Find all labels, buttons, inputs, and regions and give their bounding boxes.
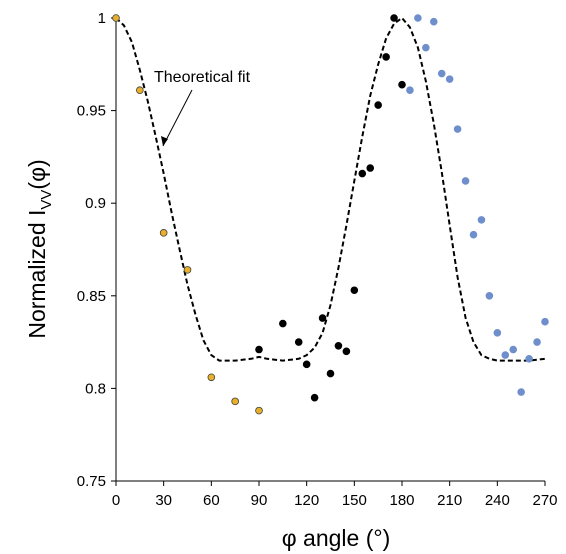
- data-point-series-3: [541, 317, 549, 326]
- plot-area: [115, 18, 545, 482]
- data-point-series-3: [517, 388, 525, 396]
- data-point-series-3: [533, 338, 541, 346]
- y-tick-label: 0.9: [85, 195, 106, 212]
- x-tick-label: 240: [485, 492, 510, 509]
- data-point-series-1: [159, 229, 168, 237]
- data-point-series-3: [445, 75, 454, 83]
- data-point-series-2: [382, 53, 390, 61]
- data-point-series-2: [390, 14, 398, 22]
- y-axis-title-main: Normalized I: [24, 210, 50, 339]
- data-point-series-1: [112, 14, 120, 22]
- x-tick-label: 180: [389, 492, 414, 509]
- data-point-series-1: [183, 266, 192, 274]
- data-point-series-1: [231, 397, 239, 406]
- data-point-series-3: [437, 69, 446, 78]
- data-point-series-2: [326, 369, 335, 378]
- x-tick-label: 0: [112, 492, 120, 509]
- x-tick-label: 270: [532, 492, 557, 509]
- data-point-series-3: [453, 125, 462, 133]
- data-point-series-2: [366, 164, 375, 172]
- fit-annotation-arrow: [162, 89, 193, 147]
- data-point-series-3: [406, 86, 414, 95]
- data-point-series-2: [310, 393, 319, 402]
- x-tick-label: 150: [342, 492, 367, 509]
- fit-annotation-label: Theoretical fit: [154, 69, 251, 86]
- y-tick-label: 0.75: [77, 473, 106, 490]
- theoretical-fit-line: [115, 16, 546, 362]
- data-point-series-1: [136, 86, 144, 95]
- data-point-series-3: [477, 216, 486, 224]
- y-tick-label: 1: [98, 10, 106, 27]
- y-ticks: 0.75 0.8 0.85 0.9 0.95 1: [77, 10, 116, 490]
- data-point-series-1: [207, 373, 216, 382]
- data-point-series-3: [461, 177, 470, 185]
- y-tick-label: 0.95: [77, 103, 106, 120]
- y-axis-title-tail: (φ): [24, 159, 50, 189]
- data-point-series-2: [350, 286, 359, 295]
- data-point-series-2: [334, 342, 343, 350]
- x-ticks: 0 30 60 90 120 150 180 210 240 270: [112, 481, 558, 509]
- data-point-series-2: [318, 314, 327, 322]
- data-point-series-3: [493, 329, 502, 337]
- fit-annotation-arrowhead: [161, 136, 168, 146]
- y-axis-title: Normalized IVV(φ): [24, 159, 55, 338]
- data-point-series-2: [302, 360, 311, 369]
- data-point-series-2: [342, 347, 351, 356]
- data-point-series-3: [485, 291, 494, 300]
- x-tick-label: 60: [203, 492, 220, 509]
- data-point-series-2: [279, 319, 287, 328]
- x-tick-label: 210: [437, 492, 462, 509]
- data-point-series-3: [414, 14, 422, 22]
- data-point-series-3: [422, 43, 430, 52]
- x-tick-label: 90: [251, 492, 268, 509]
- data-point-series-3: [501, 351, 510, 359]
- data-points: [112, 14, 549, 415]
- x-tick-label: 30: [155, 492, 172, 509]
- data-point-series-2: [294, 338, 303, 346]
- x-tick-label: 120: [294, 492, 319, 509]
- y-tick-label: 0.8: [85, 380, 106, 397]
- data-point-series-1: [255, 406, 263, 415]
- y-axis-title-subscript: VV: [38, 190, 55, 210]
- data-point-series-2: [255, 345, 263, 354]
- data-point-series-2: [398, 80, 406, 89]
- data-point-series-2: [374, 101, 382, 109]
- data-point-series-3: [429, 17, 438, 26]
- data-point-series-3: [509, 345, 518, 354]
- x-axis-title: φ angle (°): [282, 525, 391, 551]
- data-point-series-2: [358, 169, 367, 178]
- y-tick-label: 0.85: [77, 288, 106, 305]
- data-point-series-3: [469, 230, 478, 239]
- data-point-series-3: [525, 354, 533, 363]
